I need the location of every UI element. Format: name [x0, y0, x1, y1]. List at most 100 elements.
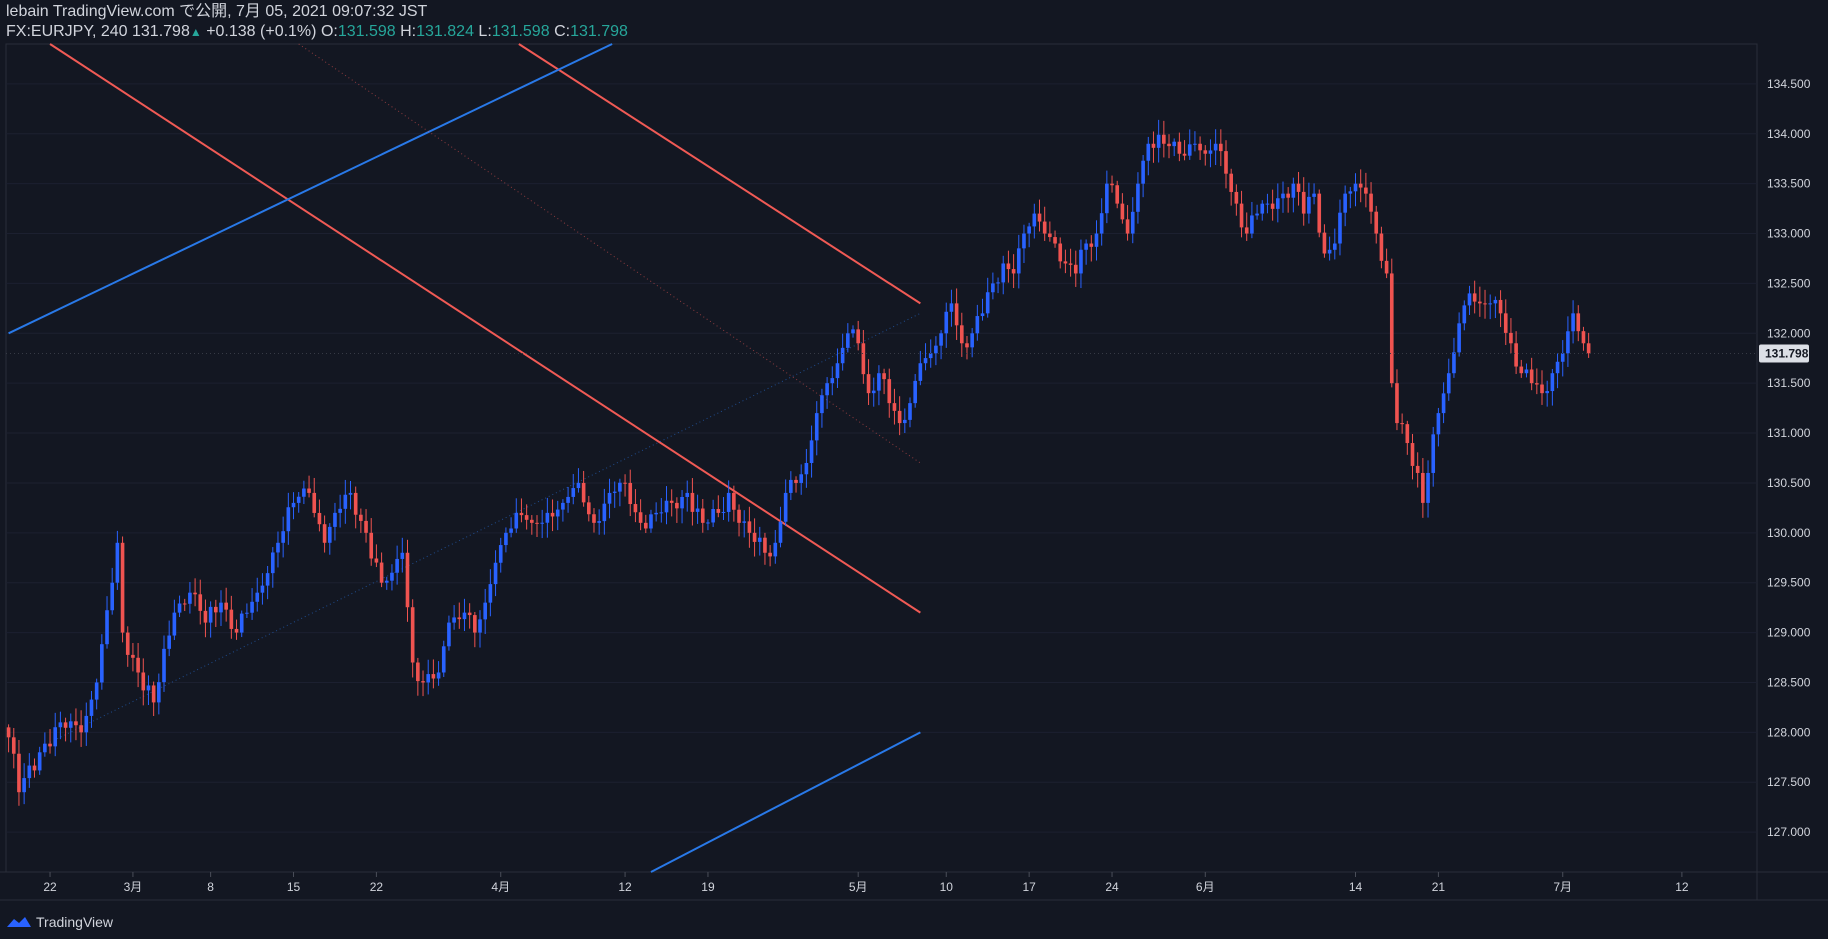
candle-body	[1110, 183, 1114, 186]
candle-body	[1213, 143, 1218, 151]
candle-body	[224, 602, 228, 610]
price-tick-label: 131.500	[1767, 376, 1811, 390]
candle-body	[452, 617, 456, 623]
candle-body	[965, 343, 969, 348]
candle-body	[1286, 193, 1290, 198]
symbol-label[interactable]: FX:EURJPY, 240	[6, 23, 128, 40]
candle-body	[695, 508, 700, 512]
price-change: +0.138 (+0.1%)	[206, 23, 317, 40]
time-tick-label: 6月	[1196, 880, 1215, 894]
blue-lower-line-line[interactable]	[650, 731, 921, 873]
candle-body	[1296, 183, 1301, 192]
candle-body	[669, 500, 674, 503]
candle-body	[120, 542, 125, 633]
price-axis[interactable]: 134.500 134.000 133.500 133.000 132.500 132.0…	[1767, 77, 1811, 839]
candle-body	[1369, 193, 1373, 212]
candle-body	[1446, 373, 1451, 394]
candle-body	[1571, 313, 1575, 332]
candle-body	[1545, 391, 1550, 394]
candle-body	[877, 373, 881, 391]
trendlines[interactable]	[8, 43, 921, 873]
candle-body	[348, 492, 353, 495]
candle-body	[861, 343, 866, 375]
candle-body	[732, 492, 736, 510]
candle-body	[659, 512, 664, 514]
candle-body	[509, 528, 513, 533]
candle-body	[250, 601, 254, 613]
candle-body	[302, 488, 306, 497]
red-dotted-midline-line[interactable]	[298, 43, 921, 464]
blue-dotted-rising-line[interactable]	[49, 312, 921, 743]
candle-body	[519, 512, 524, 516]
candle-body	[22, 778, 26, 793]
candle-body	[763, 537, 767, 553]
candle-body	[840, 347, 845, 364]
candle-body	[1483, 303, 1487, 305]
candle-body	[882, 373, 886, 380]
candle-body	[1524, 369, 1529, 374]
candle-body	[706, 522, 710, 524]
candle-body	[1301, 191, 1306, 214]
candle-body	[1493, 299, 1498, 304]
candle-body	[524, 515, 529, 520]
candle-body	[1141, 160, 1145, 184]
candle-body	[265, 573, 270, 586]
time-tick-label: 10	[940, 880, 954, 894]
candle-body	[1115, 185, 1120, 204]
candle-body	[908, 403, 912, 420]
candle-body	[493, 562, 498, 585]
candle-body	[374, 558, 379, 563]
candle-body	[1193, 143, 1197, 145]
candle-body	[918, 363, 923, 381]
candle-body	[234, 628, 239, 633]
candle-body	[270, 552, 275, 574]
candle-body	[721, 511, 726, 513]
time-axis[interactable]: 22 3月 8 15 22 4月 12 19 5月 10 17 24 6月 14 21 7月 12	[43, 872, 1689, 894]
candle-body	[1079, 249, 1083, 274]
candle-body	[939, 333, 943, 346]
candle-body	[902, 419, 907, 424]
candle-body	[649, 514, 653, 529]
candle-body	[1125, 219, 1130, 234]
candle-body	[416, 662, 420, 682]
candle-body	[1312, 193, 1316, 197]
brand-name[interactable]: TradingView	[36, 914, 114, 930]
candle-body	[317, 512, 322, 525]
candle-body	[980, 313, 985, 317]
candle-body	[1343, 193, 1347, 213]
candle-body	[213, 606, 218, 613]
candle-body	[954, 303, 959, 326]
candle-body	[359, 514, 363, 521]
candle-body	[1053, 237, 1057, 244]
candle-body	[94, 682, 99, 700]
candle-body	[1436, 413, 1441, 435]
candle-body	[131, 654, 135, 658]
candle-body	[281, 531, 285, 543]
candle-body	[48, 743, 52, 747]
candle-body	[1027, 226, 1031, 234]
candle-body	[1452, 352, 1456, 374]
candle-body	[1467, 293, 1472, 306]
candle-body	[934, 345, 938, 354]
candle-body	[654, 512, 658, 515]
candle-body	[944, 311, 949, 334]
candle-body	[757, 537, 762, 542]
low-label: L:	[478, 23, 492, 40]
red-upper-channel-line[interactable]	[518, 43, 921, 305]
candle-body	[1073, 264, 1078, 274]
candle-body	[1172, 141, 1177, 147]
price-tick-label: 130.500	[1767, 476, 1811, 490]
candle-body	[421, 681, 425, 683]
candle-body	[830, 378, 835, 384]
red-lower-channel-line[interactable]	[49, 43, 921, 614]
candle-body	[1224, 151, 1228, 174]
tradingview-logo-icon[interactable]	[6, 915, 32, 929]
candle-body	[1550, 373, 1555, 392]
candle-body	[1208, 150, 1213, 154]
candle-body	[991, 283, 995, 293]
candle-body	[431, 674, 436, 679]
close-label: C:	[554, 23, 571, 40]
blue-rising-line-line[interactable]	[8, 43, 613, 335]
candle-body	[1089, 243, 1094, 247]
